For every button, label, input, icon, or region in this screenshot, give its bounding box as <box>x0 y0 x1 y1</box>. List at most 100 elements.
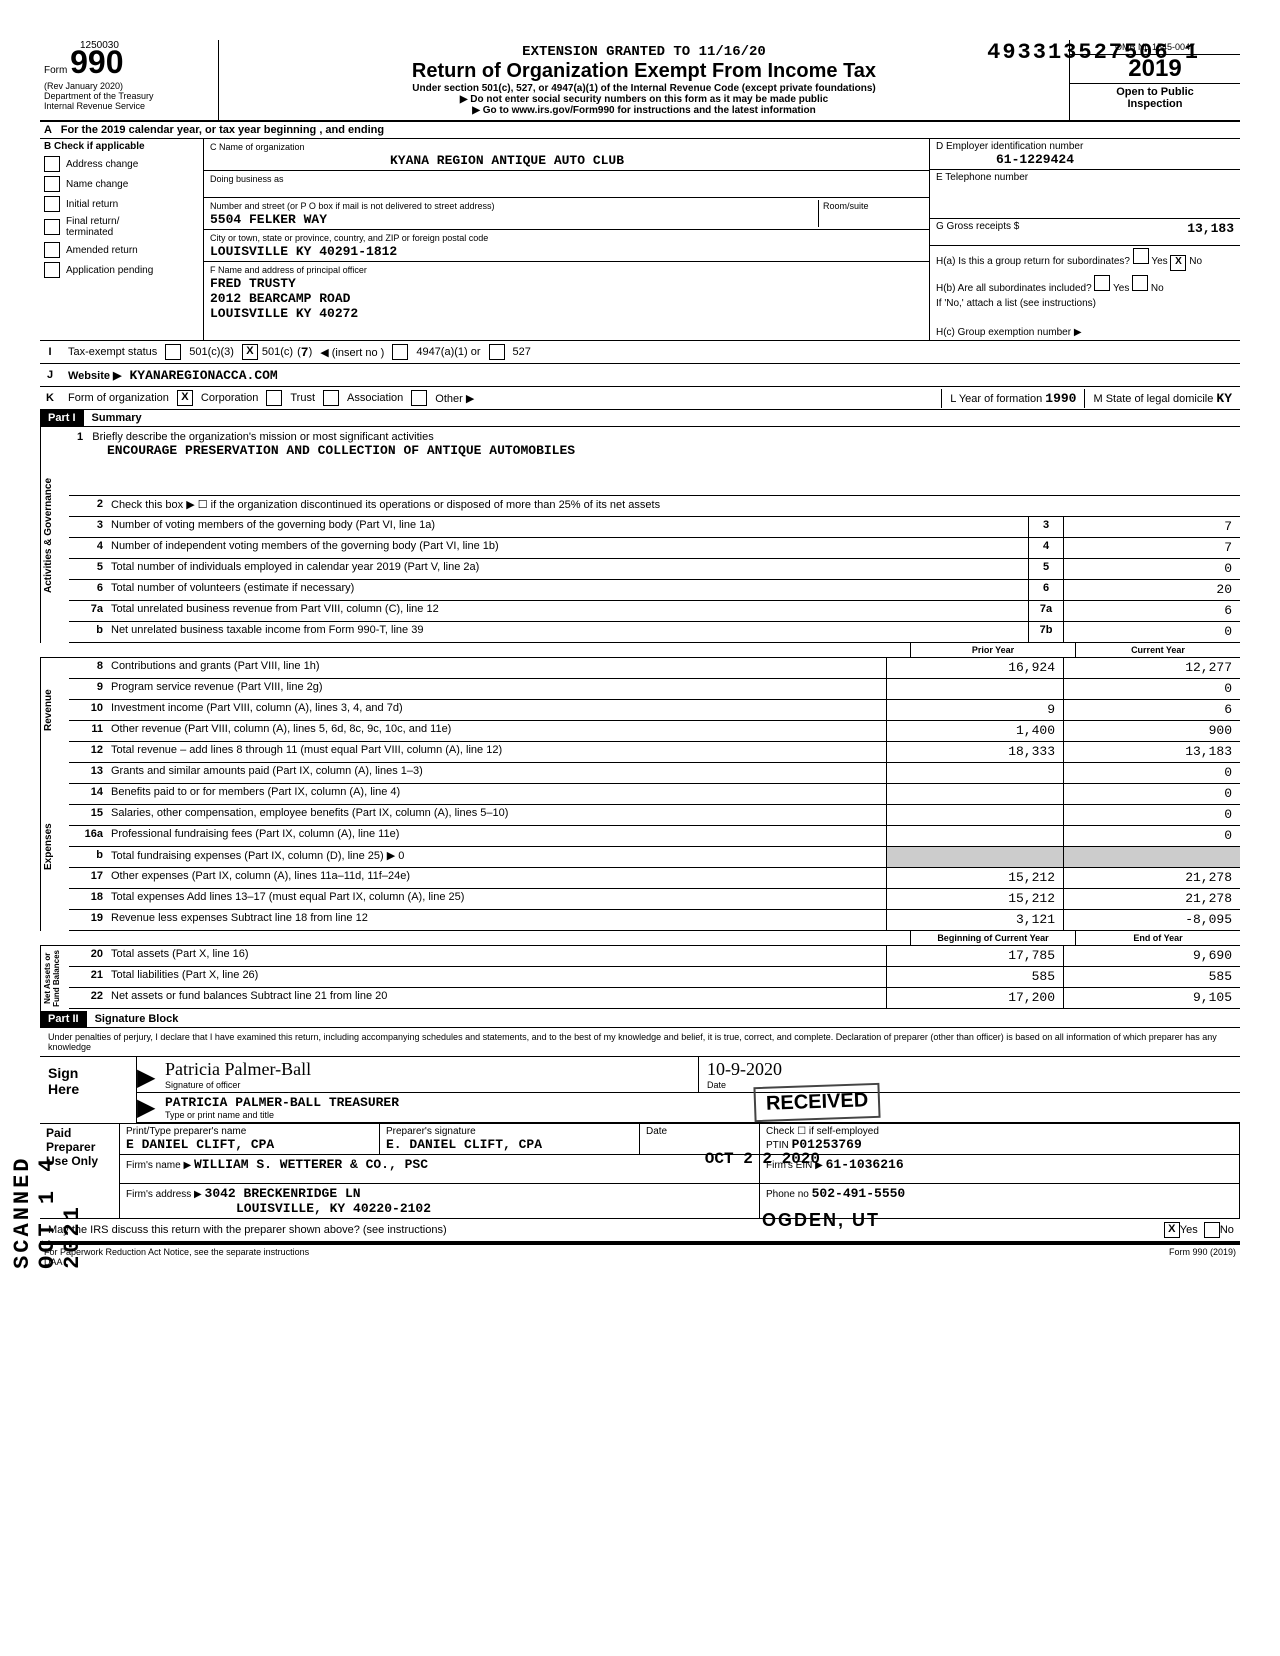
4947-label: 4947(a)(1) or <box>408 346 488 358</box>
prior-year-value: 9 <box>886 700 1063 720</box>
line-desc: Grants and similar amounts paid (Part IX… <box>107 763 886 783</box>
begin-year-header: Beginning of Current Year <box>910 931 1075 945</box>
corp-checkbox[interactable]: X <box>177 390 193 406</box>
current-year-value: 0 <box>1063 784 1240 804</box>
current-year-value: 9,690 <box>1063 946 1240 966</box>
line-number: 21 <box>69 967 107 987</box>
summary-line: 16a Professional fundraising fees (Part … <box>69 826 1240 847</box>
summary-line: 20 Total assets (Part X, line 16) 17,785… <box>69 946 1240 967</box>
perjury-statement: Under penalties of perjury, I declare th… <box>40 1028 1240 1056</box>
received-date-stamp: OCT 2 2 2020 <box>705 1150 820 1168</box>
col-b-checkbox-1[interactable] <box>44 176 60 192</box>
501c3-checkbox[interactable] <box>165 344 181 360</box>
col-b-checkbox-0[interactable] <box>44 156 60 172</box>
line-desc: Total number of volunteers (estimate if … <box>107 580 1028 600</box>
page-top-number: 1250030 <box>80 40 119 51</box>
summary-line: 3 Number of voting members of the govern… <box>69 517 1240 538</box>
line-desc: Other revenue (Part VIII, column (A), li… <box>107 721 886 741</box>
hb-label: H(b) Are all subordinates included? <box>936 283 1092 294</box>
line-number: 4 <box>69 538 107 558</box>
line-number: 10 <box>69 700 107 720</box>
received-stamp: RECEIVED <box>753 1083 880 1122</box>
ogden-stamp: OGDEN, UT <box>762 1210 880 1231</box>
summary-line: 10 Investment income (Part VIII, column … <box>69 700 1240 721</box>
line-number: b <box>69 847 107 867</box>
line-desc: Total assets (Part X, line 16) <box>107 946 886 966</box>
current-year-value: 900 <box>1063 721 1240 741</box>
col-b-item: Application pending <box>44 262 199 278</box>
dept-treasury: Department of the Treasury Internal Reve… <box>44 91 214 111</box>
line2-desc: Check this box ▶ ☐ if the organization d… <box>107 496 1240 516</box>
summary-line: 6 Total number of volunteers (estimate i… <box>69 580 1240 601</box>
open-to-public: Open to Public Inspection <box>1070 84 1240 112</box>
501c-checkbox[interactable]: X <box>242 344 258 360</box>
col-b-label: Address change <box>66 159 138 170</box>
col-b-item: Name change <box>44 176 199 192</box>
state-domicile-value: KY <box>1216 391 1232 406</box>
line-desc: Professional fundraising fees (Part IX, … <box>107 826 886 846</box>
hb-no-checkbox[interactable] <box>1132 275 1148 291</box>
row-i-letter: I <box>40 346 60 358</box>
vert-revenue: Revenue <box>40 658 69 763</box>
527-checkbox[interactable] <box>489 344 505 360</box>
summary-line: 18 Total expenses Add lines 13–17 (must … <box>69 889 1240 910</box>
summary-line: 8 Contributions and grants (Part VIII, l… <box>69 658 1240 679</box>
prior-year-value <box>886 826 1063 846</box>
scanned-stamp: SCANNED OCT 1 4 2021 <box>10 1140 85 1269</box>
line-number: 19 <box>69 910 107 930</box>
org-name-label: C Name of organization <box>210 142 305 152</box>
ha-no-checkbox[interactable]: X <box>1170 255 1186 271</box>
hc-label: H(c) Group exemption number ▶ <box>936 327 1234 338</box>
line-number: 7a <box>69 601 107 621</box>
prep-date-label: Date <box>646 1126 667 1137</box>
form-subtitle-3: ▶ Go to www.irs.gov/Form990 for instruct… <box>223 105 1065 116</box>
form-revision: (Rev January 2020) <box>44 81 214 91</box>
form-id-box: Form 990 (Rev January 2020) Department o… <box>40 40 219 120</box>
col-b-checkbox-5[interactable] <box>44 262 60 278</box>
4947-checkbox[interactable] <box>392 344 408 360</box>
street-address: 5504 FELKER WAY <box>210 212 327 227</box>
tax-exempt-label: Tax-exempt status <box>60 344 165 360</box>
line-number: 14 <box>69 784 107 804</box>
line-desc: Total revenue – add lines 8 through 11 (… <box>107 742 886 762</box>
ha-yes-checkbox[interactable] <box>1133 248 1149 264</box>
summary-line: 5 Total number of individuals employed i… <box>69 559 1240 580</box>
line-number: 17 <box>69 868 107 888</box>
527-label: 527 <box>505 346 539 358</box>
officer-addr2: LOUISVILLE KY 40272 <box>210 306 358 321</box>
col-b-checkbox-3[interactable] <box>44 219 60 235</box>
firm-phone-label: Phone no <box>766 1189 809 1200</box>
assoc-checkbox[interactable] <box>323 390 339 406</box>
501c-label: 501(c) <box>258 346 297 358</box>
col-b-checkbox-4[interactable] <box>44 242 60 258</box>
trust-checkbox[interactable] <box>266 390 282 406</box>
line-number: 5 <box>69 559 107 579</box>
col-b-label: Name change <box>66 179 128 190</box>
col-b-checkbox-2[interactable] <box>44 196 60 212</box>
current-year-value: -8,095 <box>1063 910 1240 930</box>
gross-receipts-label: G Gross receipts $ <box>936 221 1019 232</box>
line-desc: Program service revenue (Part VIII, line… <box>107 679 886 699</box>
prior-year-value: 16,924 <box>886 658 1063 678</box>
line-box: 6 <box>1028 580 1063 600</box>
prior-year-header: Prior Year <box>910 643 1075 657</box>
firm-phone: 502-491-5550 <box>812 1186 906 1201</box>
prior-year-value <box>886 847 1063 867</box>
hb-yes-checkbox[interactable] <box>1094 275 1110 291</box>
prior-year-value <box>886 784 1063 804</box>
other-checkbox[interactable] <box>411 390 427 406</box>
part2-header: Part II <box>40 1011 87 1027</box>
line-desc: Total fundraising expenses (Part IX, col… <box>107 847 886 867</box>
firm-addr2: LOUISVILLE, KY 40220-2102 <box>236 1201 431 1216</box>
discuss-yes-checkbox[interactable]: X <box>1164 1222 1180 1238</box>
check-self-emp-label: Check ☐ if <box>766 1126 814 1137</box>
vert-governance: Activities & Governance <box>40 427 69 643</box>
discuss-no-checkbox[interactable] <box>1204 1222 1220 1238</box>
form-title: Return of Organization Exempt From Incom… <box>223 60 1065 83</box>
prior-year-value: 3,121 <box>886 910 1063 930</box>
ha-label: H(a) Is this a group return for subordin… <box>936 256 1130 267</box>
ein-value: 61-1229424 <box>996 152 1074 167</box>
line-desc: Salaries, other compensation, employee b… <box>107 805 886 825</box>
mission-text: ENCOURAGE PRESERVATION AND COLLECTION OF… <box>107 443 1232 458</box>
hb-note: If 'No,' attach a list (see instructions… <box>936 298 1234 309</box>
